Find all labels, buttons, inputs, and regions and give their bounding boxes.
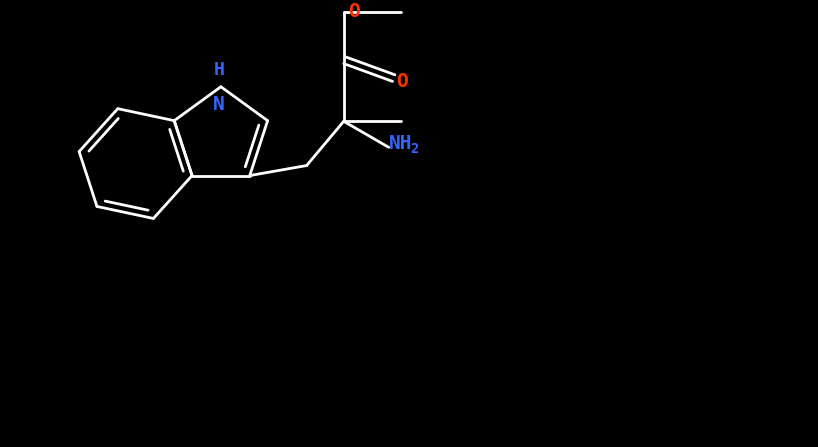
Text: 2: 2	[411, 142, 419, 156]
Text: N: N	[213, 95, 225, 114]
Text: O: O	[397, 72, 408, 91]
Text: NH: NH	[389, 134, 412, 153]
Text: H: H	[213, 61, 224, 79]
Text: O: O	[348, 2, 359, 21]
